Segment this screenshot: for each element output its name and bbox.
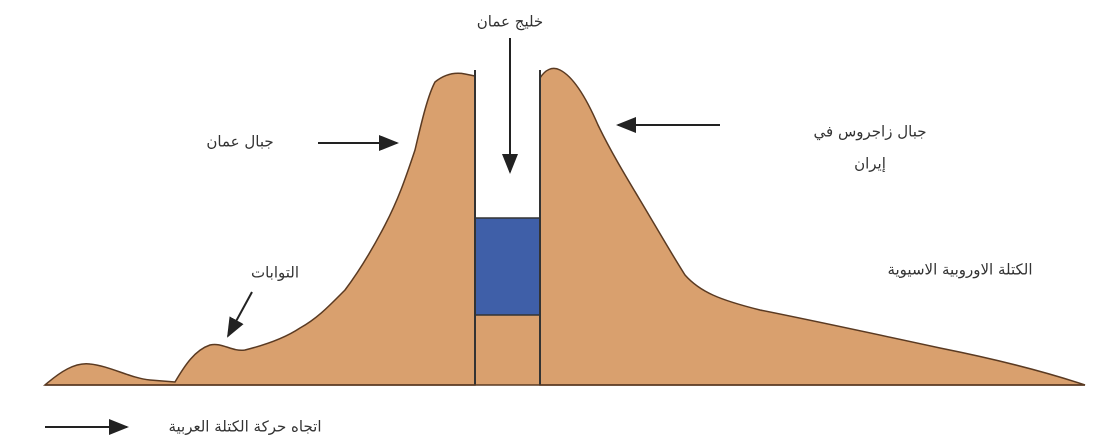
gulf-water — [474, 217, 541, 316]
eurasian-terrain — [539, 67, 1086, 386]
label: جبال عمان — [206, 133, 273, 151]
label: الكتلة الاوروبية الاسيوية — [887, 261, 1032, 279]
label: التوابات — [251, 264, 299, 282]
arabian-terrain — [42, 72, 476, 386]
gulf-sediment — [475, 315, 540, 385]
arrow — [227, 291, 253, 338]
label: جبال زاجروس في — [814, 123, 927, 142]
label: خليج عمان — [477, 13, 543, 31]
label: اتجاه حركة الكتلة العربية — [168, 418, 321, 436]
label: إيران — [854, 155, 886, 173]
